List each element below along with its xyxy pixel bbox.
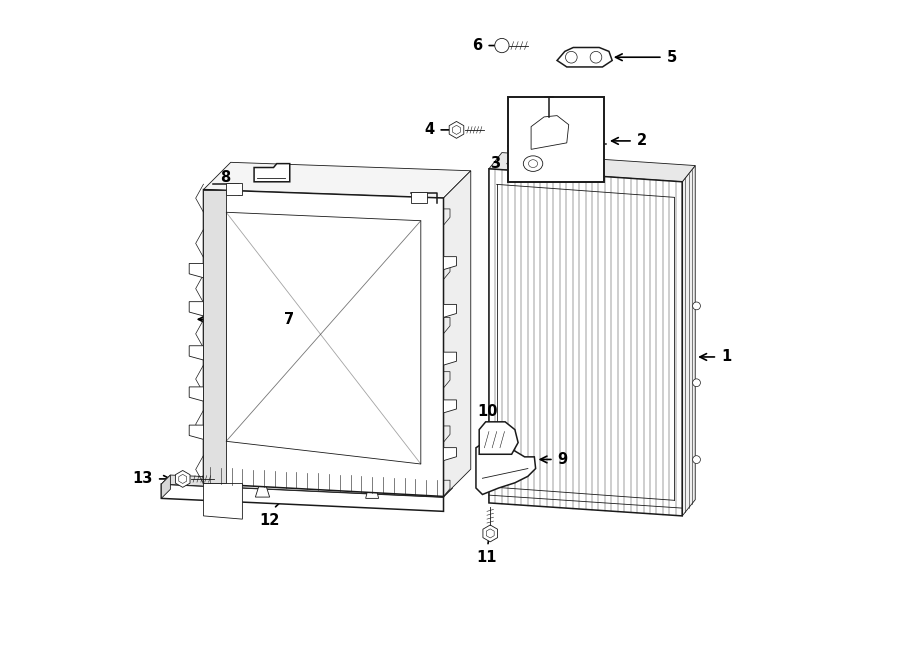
Polygon shape [189,387,203,401]
Text: 4: 4 [424,122,435,138]
Polygon shape [557,48,612,67]
Polygon shape [203,483,242,519]
Polygon shape [256,483,270,497]
Polygon shape [444,448,456,461]
Polygon shape [189,302,203,316]
Circle shape [495,38,509,53]
Polygon shape [489,169,682,516]
Polygon shape [682,166,695,516]
Text: 5: 5 [667,50,677,65]
Polygon shape [254,164,290,182]
Text: 1: 1 [721,350,732,365]
Ellipse shape [523,156,543,171]
Polygon shape [226,213,421,464]
Bar [508,97,605,182]
Polygon shape [203,189,444,496]
Text: 11: 11 [476,550,497,565]
Polygon shape [161,484,444,511]
Polygon shape [444,257,456,269]
Text: 6: 6 [472,38,482,53]
Circle shape [590,52,602,63]
Circle shape [693,379,700,387]
Circle shape [565,52,577,63]
Text: 8: 8 [220,170,230,185]
Text: 13: 13 [132,471,153,487]
Polygon shape [203,189,226,483]
Polygon shape [189,263,203,278]
Circle shape [693,455,700,463]
Polygon shape [189,346,203,360]
Text: 2: 2 [637,134,647,148]
Polygon shape [365,485,379,498]
Polygon shape [444,400,456,413]
Text: 9: 9 [558,452,568,467]
Polygon shape [161,475,170,498]
Text: 10: 10 [477,404,498,419]
Text: 7: 7 [284,312,294,327]
Polygon shape [189,425,203,440]
Polygon shape [489,153,695,182]
Ellipse shape [528,160,537,167]
Bar [411,191,428,203]
Text: 12: 12 [259,512,280,528]
Polygon shape [479,422,518,454]
Polygon shape [444,352,456,365]
Polygon shape [161,475,453,497]
Circle shape [693,302,700,310]
Polygon shape [531,116,569,150]
Polygon shape [476,442,536,495]
Polygon shape [444,305,456,317]
Polygon shape [444,171,471,496]
Text: 3: 3 [491,156,500,171]
Bar [226,183,242,195]
Polygon shape [203,162,471,198]
